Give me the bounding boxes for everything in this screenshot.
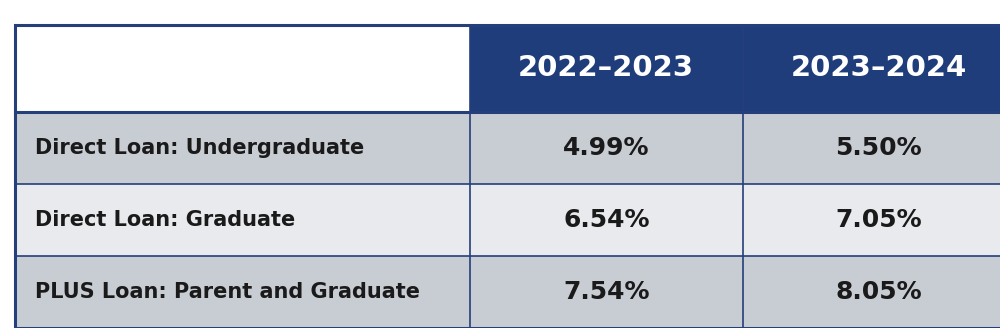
- Text: 6.54%: 6.54%: [563, 208, 650, 232]
- Bar: [742, 184, 1000, 256]
- Text: 5.50%: 5.50%: [835, 135, 922, 160]
- Bar: [470, 25, 742, 112]
- Bar: [15, 184, 470, 256]
- Bar: [470, 112, 742, 184]
- Bar: [742, 256, 1000, 328]
- Text: PLUS Loan: Parent and Graduate: PLUS Loan: Parent and Graduate: [35, 282, 420, 302]
- Bar: [470, 184, 742, 256]
- Bar: [470, 256, 742, 328]
- Text: Direct Loan: Graduate: Direct Loan: Graduate: [35, 210, 295, 230]
- Text: 4.99%: 4.99%: [563, 135, 650, 160]
- Text: 7.54%: 7.54%: [563, 280, 650, 304]
- Text: Direct Loan: Undergraduate: Direct Loan: Undergraduate: [35, 138, 364, 157]
- Bar: [15, 112, 470, 184]
- Bar: [15, 256, 470, 328]
- Text: 8.05%: 8.05%: [835, 280, 922, 304]
- Bar: [742, 112, 1000, 184]
- Text: 2022–2023: 2022–2023: [518, 54, 694, 82]
- Text: 7.05%: 7.05%: [835, 208, 922, 232]
- Text: 2023–2024: 2023–2024: [791, 54, 967, 82]
- Bar: [15, 25, 470, 112]
- Bar: [742, 25, 1000, 112]
